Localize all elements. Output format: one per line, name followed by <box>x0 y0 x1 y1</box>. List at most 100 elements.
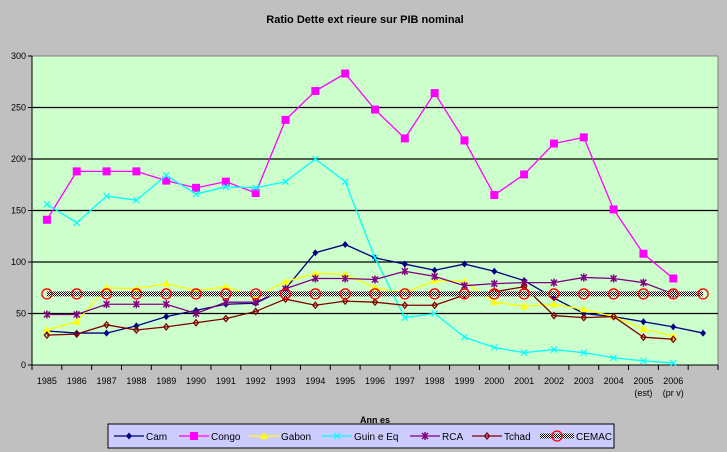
data-point-x <box>192 190 200 198</box>
data-point-diamond <box>133 322 140 330</box>
x-tick-label: 2000 <box>484 376 504 386</box>
legend-label: CEMAC <box>576 432 612 443</box>
data-point-diamond <box>669 335 677 344</box>
data-point-diamond <box>43 331 51 340</box>
y-tick-label: 300 <box>11 51 26 61</box>
series-line <box>46 286 674 340</box>
data-point-square <box>72 167 81 176</box>
data-point-square <box>221 177 230 186</box>
x-tick-sublabel: (pr v) <box>663 388 684 398</box>
data-point-square <box>281 115 290 124</box>
data-point-star <box>371 275 379 284</box>
x-tick-label: 1999 <box>454 376 474 386</box>
data-point-x <box>103 192 110 200</box>
data-point-x <box>252 184 260 192</box>
data-point-diamond <box>431 266 438 274</box>
series-line <box>46 72 674 279</box>
series-tchad <box>43 282 677 344</box>
data-point-x <box>162 172 170 179</box>
data-point-star <box>103 300 111 309</box>
data-point-circle <box>71 288 83 300</box>
data-point-x <box>550 346 558 353</box>
data-point-diamond <box>483 431 491 441</box>
series-gabon <box>42 269 678 340</box>
data-point-circle <box>667 288 679 300</box>
data-point-diamond <box>163 313 170 321</box>
data-point-diamond <box>580 313 588 322</box>
y-tick-label: 250 <box>11 103 26 113</box>
data-point-x <box>282 178 289 186</box>
data-point-diamond <box>371 298 379 307</box>
data-point-star <box>132 300 140 309</box>
x-tick-label: 1990 <box>186 376 206 386</box>
data-point-square <box>162 176 171 185</box>
data-point-diamond <box>252 307 260 316</box>
data-point-square <box>490 191 499 200</box>
x-tick-label: 2005 <box>633 376 653 386</box>
legend-label: Guin e Eq <box>354 432 398 443</box>
x-tick-label: 2003 <box>574 376 594 386</box>
data-point-diamond <box>670 323 677 331</box>
data-point-circle <box>578 288 590 300</box>
data-point-x <box>371 254 379 262</box>
data-point-circle <box>220 288 232 300</box>
data-point-triangle <box>520 302 529 310</box>
series-congo <box>42 69 678 283</box>
x-tick-label: 1989 <box>156 376 176 386</box>
x-tick-label: 1998 <box>425 376 445 386</box>
data-point-x <box>341 178 349 186</box>
series-line <box>46 158 674 364</box>
data-point-circle <box>130 288 143 300</box>
x-tick-label: 1996 <box>365 376 385 386</box>
data-point-circle <box>399 288 411 300</box>
data-point-square <box>251 188 260 197</box>
data-point-star <box>421 432 429 440</box>
data-point-x <box>43 200 51 208</box>
legend-item: Tchad <box>472 431 531 443</box>
data-point-diamond <box>342 240 349 248</box>
x-tick-label: 1993 <box>276 376 296 386</box>
x-tick-label: 2006 <box>663 376 683 386</box>
legend-label: Congo <box>211 432 241 443</box>
data-point-triangle <box>42 325 51 333</box>
data-point-diamond <box>192 318 200 327</box>
data-point-x <box>580 349 588 357</box>
legend-label: Tchad <box>504 432 531 443</box>
data-point-square <box>430 89 439 98</box>
y-tick-label: 150 <box>11 206 26 216</box>
data-point-circle <box>279 288 292 300</box>
data-point-diamond <box>133 325 140 334</box>
legend-item: RCA <box>410 432 463 443</box>
x-tick-label: 1992 <box>246 376 266 386</box>
x-tick-label: 1995 <box>335 376 355 386</box>
data-point-star <box>639 278 647 287</box>
data-point-square <box>371 105 379 114</box>
data-point-square <box>341 69 350 78</box>
data-point-square <box>42 215 51 224</box>
data-point-triangle <box>260 432 268 439</box>
data-point-square <box>520 170 529 179</box>
data-point-square <box>609 205 618 214</box>
data-point-x <box>132 196 140 204</box>
x-tick-label: 2004 <box>604 376 624 386</box>
data-point-circle <box>309 288 321 300</box>
data-point-diamond <box>103 320 110 329</box>
data-point-triangle <box>639 324 648 332</box>
data-point-diamond <box>73 330 81 339</box>
x-axis-title: Ann es <box>360 415 390 425</box>
data-point-star <box>550 278 558 287</box>
data-point-diamond <box>640 318 647 326</box>
data-point-square <box>669 274 678 283</box>
data-point-x <box>333 432 341 440</box>
data-point-circle <box>548 288 560 300</box>
series-line <box>46 270 674 316</box>
data-point-x <box>431 310 439 317</box>
data-point-star <box>610 274 618 283</box>
data-point-square <box>549 139 558 148</box>
data-point-circle <box>339 288 351 300</box>
data-point-circle <box>607 288 620 300</box>
x-tick-label: 1987 <box>97 376 117 386</box>
data-point-diamond <box>222 314 230 323</box>
data-point-circle <box>190 288 202 300</box>
chart-title: Ratio Dette ext rieure sur PIB nominal <box>266 14 463 26</box>
